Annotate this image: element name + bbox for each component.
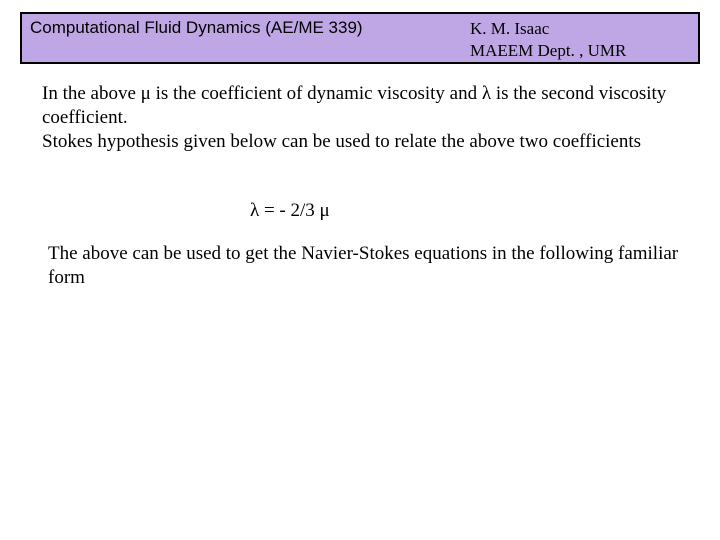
course-title: Computational Fluid Dynamics (AE/ME 339): [22, 14, 462, 62]
p1-frag-b: is the coefficient of dynamic viscosity …: [151, 83, 482, 104]
p2-text: The above can be used to get the Navier-…: [48, 243, 678, 288]
author-block: K. M. Isaac MAEEM Dept. , UMR: [462, 14, 698, 62]
symbol-mu: μ: [141, 83, 151, 104]
paragraph-1: In the above μ is the coefficient of dyn…: [42, 82, 682, 153]
author-dept: MAEEM Dept. , UMR: [470, 40, 690, 62]
symbol-lambda: λ: [482, 83, 491, 104]
author-name: K. M. Isaac: [470, 18, 690, 40]
equation-text: λ = - 2/3 μ: [250, 200, 330, 221]
equation-stokes: λ = - 2/3 μ: [250, 200, 330, 222]
course-title-text: Computational Fluid Dynamics (AE/ME 339): [30, 18, 363, 38]
paragraph-2: The above can be used to get the Navier-…: [48, 242, 688, 290]
p1-frag-a: In the above: [42, 83, 141, 104]
header-box: Computational Fluid Dynamics (AE/ME 339)…: [20, 12, 700, 64]
p1-frag-d: Stokes hypothesis given below can be use…: [42, 131, 641, 152]
